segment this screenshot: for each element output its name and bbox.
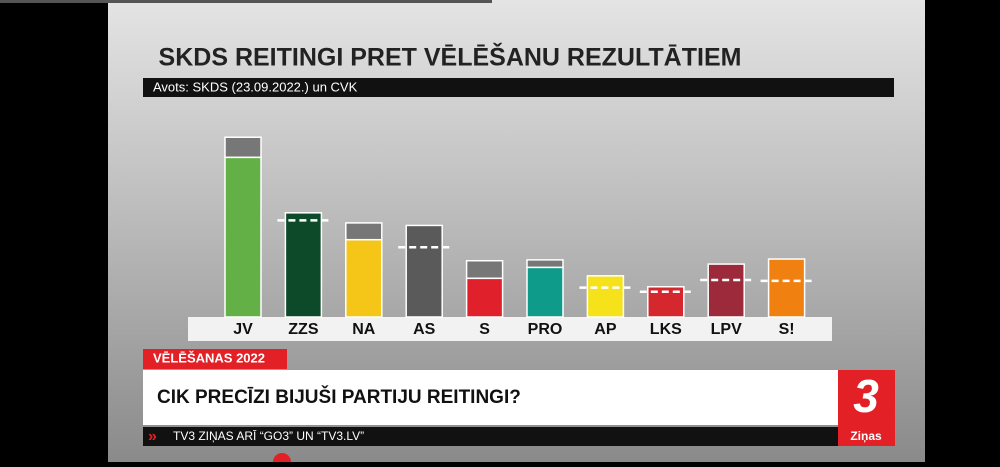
category-label: LPV <box>711 321 742 338</box>
bar <box>465 277 504 318</box>
chart-subtitle: Avots: SKDS (23.09.2022.) un CVK <box>153 79 358 94</box>
chart-title: SKDS REITINGI PRET VĒLĒŠANU REZULTĀTIEM <box>159 42 742 72</box>
category-label: NA <box>352 321 376 338</box>
source-bar <box>143 78 894 97</box>
ticker-bar <box>143 427 838 446</box>
headline: CIK PRECĪZI BIJUŠI PARTIJU REITINGI? <box>157 386 521 408</box>
bar <box>284 212 323 318</box>
category-label: PRO <box>528 321 563 338</box>
rating-excess <box>345 222 383 241</box>
category-label: S <box>479 321 490 338</box>
headline-box <box>143 370 838 425</box>
category-label: AP <box>594 321 617 338</box>
bar <box>405 224 443 318</box>
category-label: S! <box>779 321 795 338</box>
bar <box>345 238 383 318</box>
ticker: TV3 ZIŅAS ARĪ “GO3” UN “TV3.LV” <box>173 429 364 443</box>
logo-mark: 3 <box>853 370 879 422</box>
category-label: LKS <box>650 321 682 338</box>
label-strip <box>188 317 832 341</box>
logo-label: Ziņas <box>850 429 882 443</box>
progress <box>0 0 492 3</box>
bar <box>586 275 625 318</box>
rating-excess <box>465 259 504 280</box>
bars: JV ZZS NA AS S PRO AP LKS LPV S! <box>224 136 813 338</box>
category-label: AS <box>413 321 436 338</box>
logo-box <box>838 370 895 446</box>
rating-excess <box>526 259 564 269</box>
category-label: JV <box>233 321 253 338</box>
bar <box>707 263 745 318</box>
tag-box <box>143 349 287 369</box>
tag: VĒLĒŠANAS 2022 <box>153 350 265 365</box>
bar <box>224 156 262 318</box>
rating-excess <box>224 136 262 159</box>
bar <box>526 266 564 318</box>
category-label: ZZS <box>288 321 319 338</box>
bar <box>767 258 806 318</box>
ticker-icon: » <box>148 428 157 445</box>
